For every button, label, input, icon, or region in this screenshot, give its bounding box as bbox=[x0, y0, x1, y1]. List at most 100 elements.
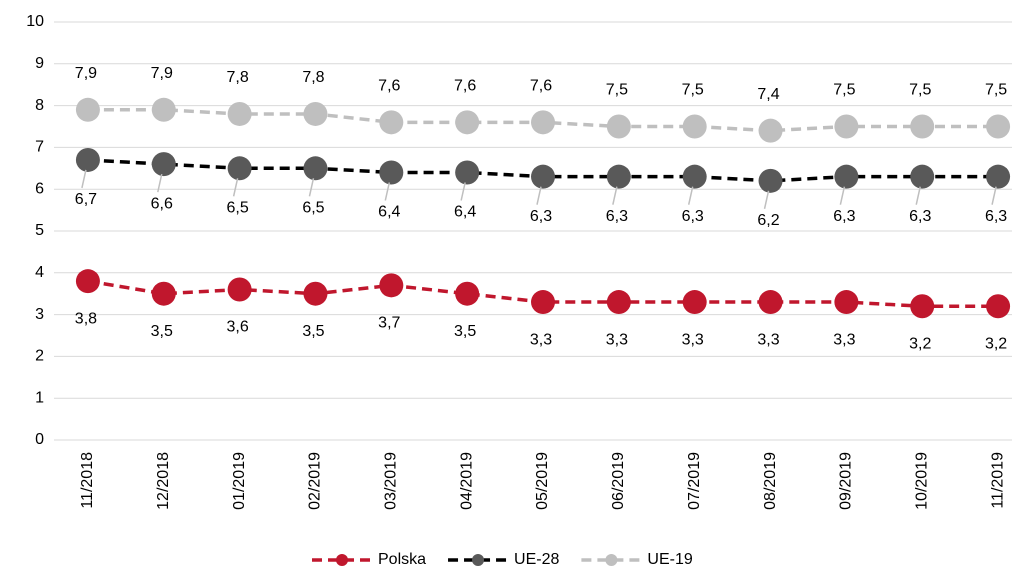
data-point bbox=[834, 290, 859, 315]
y-tick-label: 3 bbox=[35, 306, 44, 323]
data-point bbox=[455, 160, 480, 185]
leader-line bbox=[536, 186, 542, 205]
data-label: 7,9 bbox=[75, 65, 97, 82]
y-tick-label: 6 bbox=[35, 180, 44, 197]
data-label: 6,3 bbox=[682, 208, 704, 225]
data-point bbox=[682, 114, 707, 139]
data-label: 6,5 bbox=[226, 200, 248, 217]
data-label: 3,3 bbox=[606, 331, 628, 348]
data-point bbox=[455, 281, 480, 306]
data-point bbox=[986, 164, 1011, 189]
data-point bbox=[834, 114, 859, 139]
data-point bbox=[379, 110, 404, 135]
leader-line bbox=[612, 186, 618, 205]
data-label: 7,5 bbox=[833, 82, 855, 99]
data-label: 6,3 bbox=[909, 208, 931, 225]
data-point bbox=[986, 294, 1011, 319]
data-label: 3,2 bbox=[985, 335, 1007, 352]
data-label: 7,6 bbox=[530, 78, 552, 95]
x-tick-label: 11/2019 bbox=[989, 452, 1006, 509]
data-label: 7,5 bbox=[682, 82, 704, 99]
x-tick-label: 05/2019 bbox=[534, 452, 551, 510]
leader-line bbox=[308, 178, 315, 197]
y-tick-label: 4 bbox=[35, 264, 44, 281]
x-tick-label: 03/2019 bbox=[383, 452, 400, 510]
legend-marker bbox=[336, 554, 348, 566]
x-tick-label: 12/2018 bbox=[155, 452, 172, 510]
data-point bbox=[606, 164, 631, 189]
data-point bbox=[682, 290, 707, 315]
legend-label: Polska bbox=[378, 551, 426, 568]
leader-line bbox=[763, 190, 770, 210]
leader-line bbox=[157, 173, 163, 193]
data-point bbox=[303, 101, 328, 126]
leader-line bbox=[915, 186, 921, 205]
x-tick-label: 10/2019 bbox=[913, 452, 930, 510]
data-point bbox=[151, 281, 176, 306]
data-point bbox=[758, 118, 783, 143]
leader-line bbox=[81, 169, 87, 189]
data-label: 7,8 bbox=[302, 69, 324, 86]
x-tick-label: 06/2019 bbox=[610, 452, 627, 510]
data-point bbox=[303, 156, 328, 181]
data-label: 3,2 bbox=[909, 335, 931, 352]
data-label: 3,3 bbox=[757, 331, 779, 348]
data-label: 7,5 bbox=[985, 82, 1007, 99]
leader-line bbox=[460, 182, 466, 201]
data-point bbox=[606, 114, 631, 139]
x-tick-label: 01/2019 bbox=[231, 452, 248, 510]
x-tick-label: 09/2019 bbox=[838, 452, 855, 510]
data-point bbox=[151, 152, 176, 177]
data-point bbox=[834, 164, 859, 189]
y-tick-label: 2 bbox=[35, 348, 44, 365]
data-point bbox=[910, 164, 935, 189]
x-tick-label: 11/2018 bbox=[79, 452, 96, 509]
data-label: 7,8 bbox=[226, 69, 248, 86]
legend-label: UE-28 bbox=[514, 551, 559, 568]
data-point bbox=[986, 114, 1011, 139]
data-label: 3,3 bbox=[530, 331, 552, 348]
x-tick-label: 07/2019 bbox=[686, 452, 703, 510]
data-point bbox=[531, 164, 555, 189]
leader-line bbox=[991, 186, 997, 205]
y-tick-label: 8 bbox=[35, 97, 44, 114]
data-label: 6,3 bbox=[606, 208, 628, 225]
data-point bbox=[379, 273, 404, 298]
data-label: 3,6 bbox=[226, 319, 248, 336]
data-point bbox=[227, 156, 252, 181]
data-label: 6,3 bbox=[530, 208, 552, 225]
data-point bbox=[606, 290, 631, 315]
data-label: 6,2 bbox=[757, 212, 779, 229]
data-label: 7,6 bbox=[378, 78, 400, 95]
leader-line bbox=[384, 182, 391, 201]
leader-line bbox=[839, 186, 846, 205]
y-tick-label: 10 bbox=[26, 13, 44, 30]
data-label: 3,7 bbox=[378, 315, 400, 332]
data-point bbox=[227, 277, 252, 302]
leader-line bbox=[232, 178, 239, 197]
data-label: 6,6 bbox=[151, 195, 173, 212]
data-label: 6,7 bbox=[75, 191, 97, 208]
y-tick-label: 0 bbox=[35, 431, 44, 448]
leader-line bbox=[687, 186, 694, 205]
data-label: 7,9 bbox=[151, 65, 173, 82]
data-label: 3,5 bbox=[151, 323, 173, 340]
legend-label: UE-19 bbox=[647, 551, 692, 568]
y-tick-label: 9 bbox=[35, 55, 44, 72]
data-label: 3,5 bbox=[454, 323, 476, 340]
data-point bbox=[531, 290, 555, 315]
data-point bbox=[75, 147, 100, 172]
data-point bbox=[910, 294, 935, 319]
data-label: 6,4 bbox=[378, 204, 400, 221]
data-label: 3,3 bbox=[682, 331, 704, 348]
data-label: 6,3 bbox=[985, 208, 1007, 225]
data-point bbox=[910, 114, 935, 139]
data-point bbox=[758, 290, 783, 315]
x-tick-label: 02/2019 bbox=[307, 452, 324, 510]
data-label: 3,5 bbox=[302, 323, 324, 340]
data-label: 3,3 bbox=[833, 331, 855, 348]
data-label: 6,3 bbox=[833, 208, 855, 225]
data-point bbox=[303, 281, 328, 306]
data-point bbox=[151, 97, 176, 122]
data-point bbox=[455, 110, 480, 135]
